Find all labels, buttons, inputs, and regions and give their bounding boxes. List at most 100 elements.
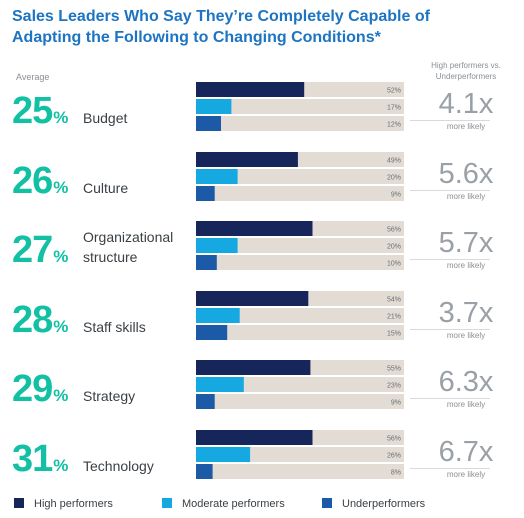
bar-track <box>196 238 404 253</box>
legend-swatch-under <box>322 498 332 508</box>
average-percent: 25% <box>12 88 68 134</box>
average-percent: 26% <box>12 158 68 204</box>
category-label: Culture <box>83 179 129 196</box>
row-budget: 25% Budget 52% 17% 12% 4.1x more likely <box>0 82 524 152</box>
divider <box>410 328 490 330</box>
bar-value-label: 56% <box>387 227 401 234</box>
bar-track <box>196 255 404 270</box>
legend-swatch-high <box>14 498 24 508</box>
bar-track <box>196 307 404 323</box>
bar-track <box>196 377 404 392</box>
bar-track <box>196 463 404 479</box>
row-staff-skills: 28% Staff skills 54% 21% 15% 3.7x more likely <box>0 290 524 361</box>
percent-sign: % <box>53 455 69 475</box>
likelihood-multiplier: 5.6x <box>438 157 494 190</box>
bar-value-label: 26% <box>387 452 401 459</box>
average-value: 25 <box>12 90 53 132</box>
legend-swatch-moderate <box>162 498 172 508</box>
average-value: 26 <box>12 159 53 202</box>
bar-track <box>196 116 404 131</box>
ratio-header: High performers vs. Underperformers <box>431 61 501 81</box>
row-culture: 26% Culture 49% 20% 9% 5.6x more likely <box>0 151 524 222</box>
category-label: Staff skills <box>83 318 146 335</box>
bar-high <box>196 429 313 445</box>
bar-value-label: 9% <box>391 191 401 198</box>
divider <box>410 259 490 260</box>
row-organizational-structure: 27% Organizational structure 56% 20% 10% 5.7x m… <box>0 221 524 291</box>
divider <box>410 189 490 191</box>
average-percent: 27% <box>12 227 68 273</box>
bar-moderate <box>196 307 240 323</box>
divider <box>410 467 490 469</box>
bar-high <box>196 151 298 167</box>
bar-value-label: 23% <box>387 383 401 390</box>
legend-label-under: Underperformers <box>342 498 426 510</box>
average-value: 28 <box>12 298 53 341</box>
average-percent: 28% <box>12 297 68 343</box>
bar-value-label: 20% <box>387 174 401 181</box>
bar-value-label: 17% <box>387 105 401 112</box>
bar-under <box>196 394 215 409</box>
bar-group: 56% 20% 10% <box>196 221 404 270</box>
category-label: Technology <box>83 457 154 474</box>
bar-value-label: 49% <box>387 157 401 164</box>
bar-value-label: 56% <box>387 435 401 442</box>
likelihood-multiplier: 5.7x <box>438 227 494 259</box>
bar-moderate <box>196 99 232 114</box>
bar-under <box>196 185 215 201</box>
bar-value-label: 21% <box>387 313 401 320</box>
more-likely-label: more likely <box>446 469 486 479</box>
chart-title: Sales Leaders Who Say They’re Completely… <box>12 8 430 46</box>
bar-track <box>196 185 404 201</box>
bar-value-label: 15% <box>387 330 401 337</box>
legend-item-high: High performers <box>14 498 113 510</box>
divider <box>410 398 490 399</box>
legend-label-high: High performers <box>34 498 113 510</box>
bar-value-label: 12% <box>387 122 401 129</box>
bar-value-label: 8% <box>391 469 401 476</box>
percent-sign: % <box>53 386 69 405</box>
legend-label-moderate: Moderate performers <box>182 498 285 510</box>
divider <box>410 120 490 121</box>
bar-track <box>196 324 404 340</box>
bar-track <box>196 168 404 184</box>
more-likely-label: more likely <box>446 122 486 131</box>
bar-group: 55% 23% 9% <box>196 360 404 409</box>
bar-track <box>196 394 404 409</box>
bar-high <box>196 360 311 375</box>
category-label-line: structure <box>83 249 138 265</box>
average-header: Average <box>16 72 50 82</box>
more-likely-label: more likely <box>446 191 486 201</box>
bar-value-label: 52% <box>387 88 401 95</box>
row-strategy: 29% Strategy 55% 23% 9% 6.3x more likely <box>0 360 524 430</box>
percent-sign: % <box>53 316 69 336</box>
bar-track <box>196 99 404 114</box>
bar-under <box>196 116 221 131</box>
more-likely-label: more likely <box>446 330 486 340</box>
bar-moderate <box>196 168 238 184</box>
more-likely-label: more likely <box>446 400 486 409</box>
bar-group: 49% 20% 9% <box>196 151 404 201</box>
bar-group: 52% 17% 12% <box>196 82 404 131</box>
bar-value-label: 10% <box>387 261 401 268</box>
bar-value-label: 9% <box>391 400 401 407</box>
average-percent: 29% <box>12 366 68 412</box>
bar-value-label: 55% <box>387 366 401 373</box>
average-value: 27 <box>12 229 53 271</box>
bar-high <box>196 82 305 97</box>
bar-moderate <box>196 238 238 253</box>
average-value: 31 <box>12 437 53 480</box>
bar-under <box>196 255 217 270</box>
row-technology: 31% Technology 56% 26% 8% 6.7x more likely <box>0 429 524 500</box>
likelihood-multiplier: 6.3x <box>438 366 494 398</box>
bar-value-label: 54% <box>387 296 401 303</box>
bar-moderate <box>196 377 244 392</box>
legend-item-under: Underperformers <box>322 498 425 510</box>
bar-group: 54% 21% 15% <box>196 290 404 340</box>
likelihood-multiplier: 4.1x <box>438 88 494 120</box>
bar-under <box>196 324 228 340</box>
category-label: Strategy <box>83 388 136 404</box>
likelihood-multiplier: 6.7x <box>438 435 494 468</box>
category-label: Organizational structure <box>83 227 173 267</box>
legend-item-moderate: Moderate performers <box>162 498 285 510</box>
